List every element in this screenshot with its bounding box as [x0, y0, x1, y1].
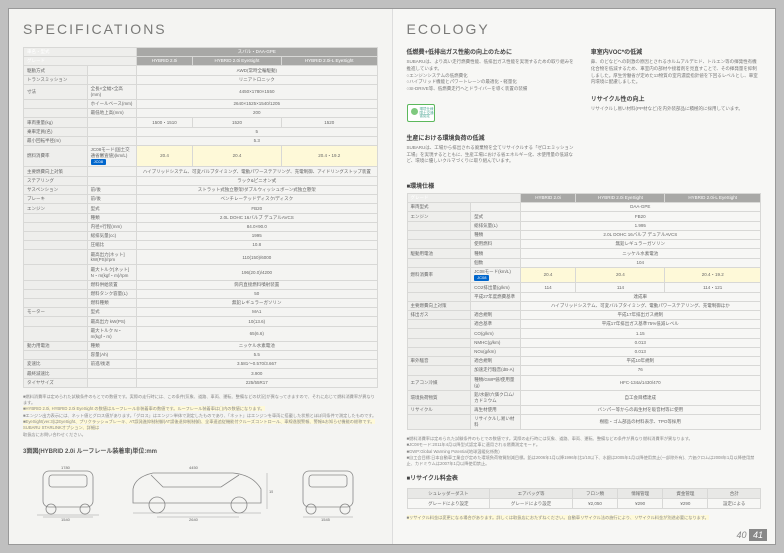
- spec-grade-1: HYBRID 2.0i EyeSight: [192, 57, 281, 66]
- env-table: グレード HYBRID 2.0i HYBRID 2.0i EyeSight HY…: [407, 193, 762, 430]
- diagram-front: 1540 1780: [23, 459, 113, 521]
- svg-text:2640: 2640: [189, 517, 199, 521]
- eco-block-3: リサイクル性の向上 リサイクルし易い材料(PP材など)を内外装部品に積極的に採用…: [591, 94, 761, 113]
- eco-block-0: 低燃費+低排出ガス性能の向上のために SUBARUは、より高い走行燃費性能、低排…: [407, 47, 577, 93]
- diagram-rear: 1545: [283, 459, 373, 521]
- page-title-left: SPECIFICATIONS: [23, 21, 378, 37]
- page-number: 40 41: [736, 530, 767, 540]
- svg-text:1540: 1540: [61, 517, 71, 521]
- spec-grade-0: HYBRID 2.0i: [137, 57, 193, 66]
- brochure-spread: SPECIFICATIONS 車名・型式 スバル・DAA-GPE グレード HY…: [8, 8, 776, 545]
- eco-block-2: 生産における環境負荷の低減 SUBARUは、工場から排出される廃棄物を全てリサイ…: [407, 133, 577, 165]
- spec-model-value: スバル・DAA-GPE: [137, 48, 377, 57]
- eco-block-1: 車室内VOC*の低減 鼻、のどなどへの刺激の原因とされるホルムアルデヒド、トルエ…: [591, 47, 761, 86]
- spec-grade-label: グレード: [24, 57, 137, 66]
- env-notes: ■燃料消費率は定められた試験条件のもとでの数値です。実際の走行時には気象、道路、…: [407, 436, 762, 467]
- spec-table: 車名・型式 スバル・DAA-GPE グレード HYBRID 2.0i HYBRI…: [23, 47, 378, 388]
- env-table-title: ■環境仕様: [407, 181, 762, 190]
- svg-text:1590: 1590: [269, 489, 273, 494]
- eco-badge-icon: 環境仕様 国土交通省認定: [407, 104, 435, 122]
- diagram-side: 2640 4450 1590: [123, 459, 273, 521]
- spec-notes: ■燃料消費率は定められた試験条件のもとでの数値です。実際の走行時には、この条件(…: [23, 394, 378, 438]
- diagram-title: 3面図(HYBRID 2.0i ルーフレール装着車)単位:mm: [23, 446, 378, 455]
- diagram-section: 3面図(HYBRID 2.0i ルーフレール装着車)単位:mm 1540 178…: [23, 446, 378, 521]
- svg-text:1545: 1545: [321, 517, 331, 521]
- spec-grade-2: HYBRID 2.0i-L EyeSight: [281, 57, 377, 66]
- spec-model-label: 車名・型式: [24, 48, 137, 57]
- svg-text:1780: 1780: [61, 465, 71, 470]
- recycle-title: ■リサイクル料金表: [407, 473, 762, 482]
- svg-text:4450: 4450: [189, 465, 199, 470]
- page-ecology: ECOLOGY 低燃費+低排出ガス性能の向上のために SUBARUは、より高い走…: [392, 9, 776, 544]
- recycle-notes: ■リサイクル料金は変更になる場合があります。詳しくは取扱店におたずねください。自…: [407, 515, 762, 521]
- page-title-right: ECOLOGY: [407, 21, 762, 37]
- recycle-table: シュレッダーダストエアバッグ等フロン類情報管理資金管理合計 グレードにより設定グ…: [407, 488, 762, 509]
- page-specifications: SPECIFICATIONS 車名・型式 スバル・DAA-GPE グレード HY…: [9, 9, 392, 544]
